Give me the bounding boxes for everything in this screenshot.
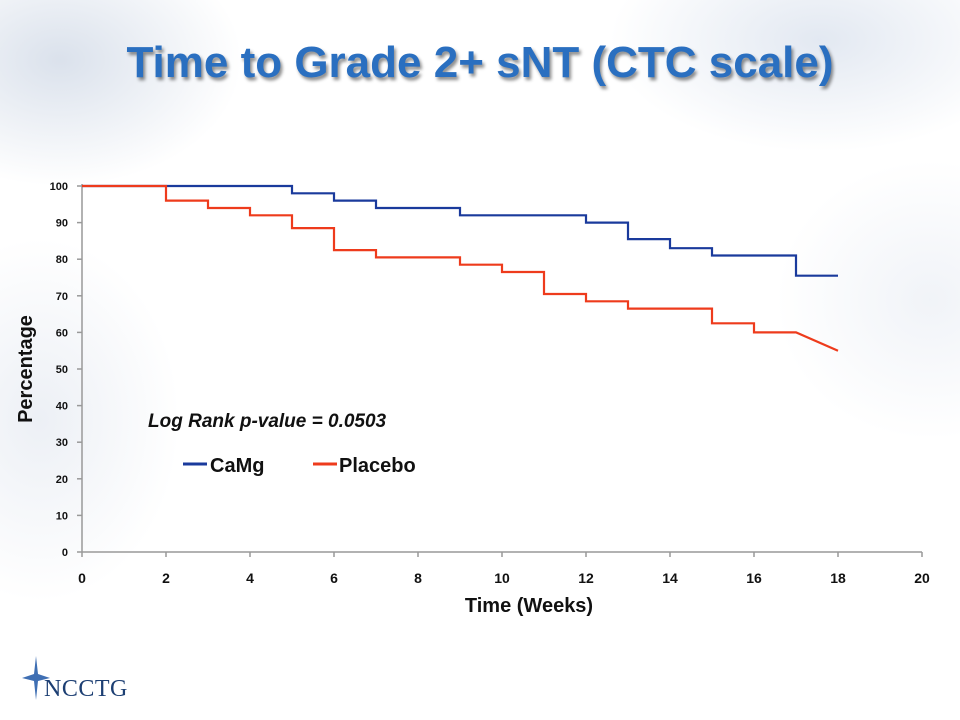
ncctg-star-logo-icon [22, 656, 50, 700]
chart-axes: 0 2 4 6 8 10 12 14 16 18 20 0 10 20 30 40 50 60 70 80 90 100 [50, 181, 930, 586]
y-tick-label: 80 [56, 254, 68, 266]
y-tick-label: 0 [62, 547, 68, 559]
x-tick-label: 2 [162, 570, 170, 586]
x-tick-label: 20 [914, 570, 930, 586]
series-line-placebo [82, 184, 839, 352]
x-tick-label: 6 [330, 570, 338, 586]
x-tick-label: 8 [414, 570, 422, 586]
log-rank-annotation: Log Rank p-value = 0.0503 [148, 411, 387, 432]
x-tick-label: 12 [578, 570, 594, 586]
y-tick-label: 10 [56, 510, 68, 522]
y-tick-label: 100 [50, 181, 68, 193]
slide-title: Time to Grade 2+ sNT (CTC scale) [126, 38, 834, 87]
x-tick-label: 4 [246, 570, 254, 586]
series-line-camg [82, 184, 838, 277]
x-tick-label: 14 [662, 570, 678, 586]
x-tick-label: 18 [830, 570, 846, 586]
y-tick-label: 20 [56, 474, 68, 486]
y-tick-label: 40 [56, 401, 68, 413]
x-axis-label: Time (Weeks) [465, 595, 593, 617]
x-tick-label: 0 [78, 570, 86, 586]
y-tick-label: 50 [56, 364, 68, 376]
chart-legend: CaMg Placebo [183, 455, 416, 477]
y-axis-label: Percentage [15, 315, 37, 423]
y-tick-label: 70 [56, 291, 68, 303]
y-tick-label: 60 [56, 327, 68, 339]
x-tick-label: 10 [494, 570, 510, 586]
legend-label-camg: CaMg [210, 455, 264, 477]
ncctg-logo-text: NCCTG [44, 676, 128, 702]
legend-label-placebo: Placebo [339, 455, 416, 477]
y-tick-label: 30 [56, 437, 68, 449]
x-tick-label: 16 [746, 570, 762, 586]
y-tick-label: 90 [56, 218, 68, 230]
chart-series [82, 184, 839, 352]
